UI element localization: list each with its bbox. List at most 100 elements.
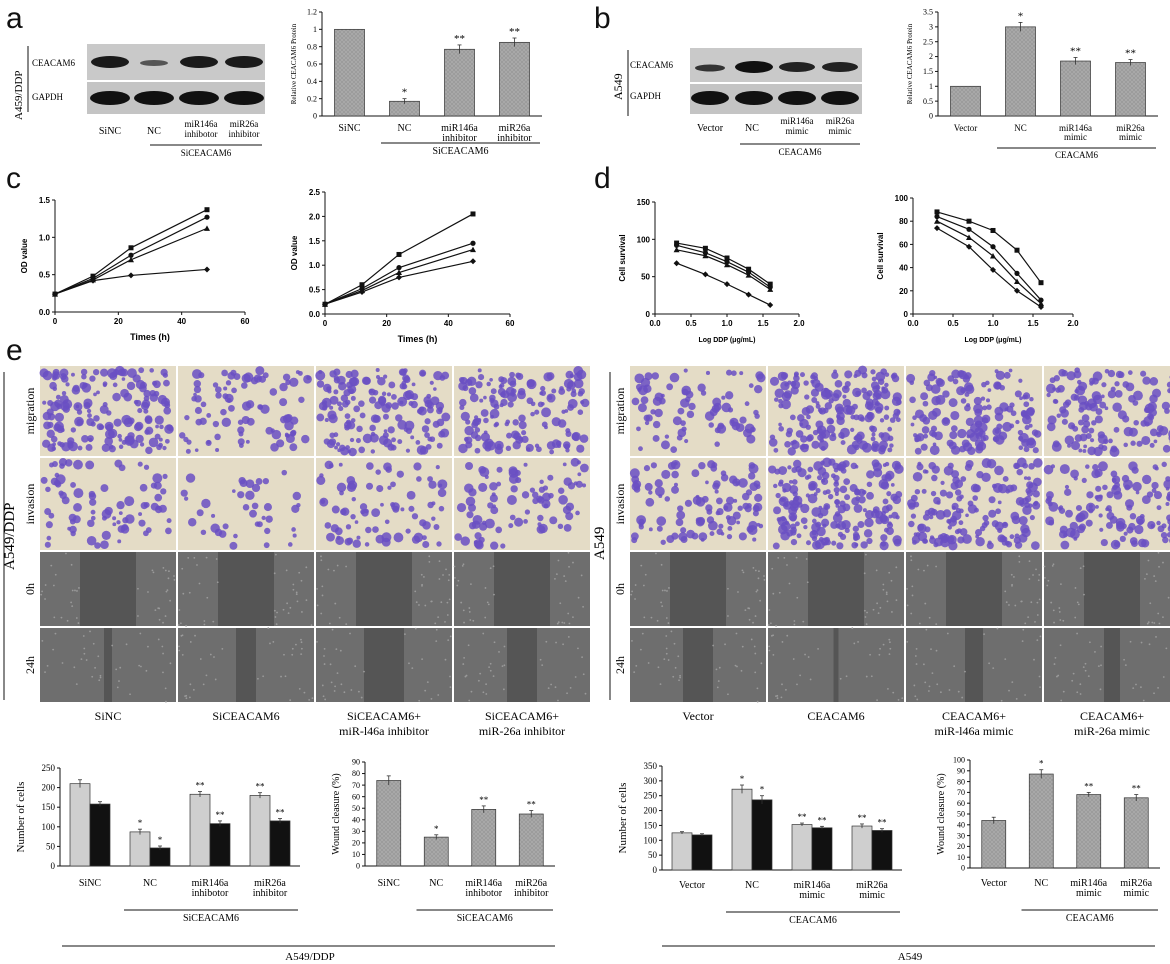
- y-tick-label: 100: [644, 835, 658, 845]
- y-axis-label: Wound cleasure (%): [936, 773, 947, 854]
- y-tick-label: 20: [352, 839, 360, 848]
- data-point: [673, 246, 680, 253]
- y-tick-label: 30: [957, 831, 965, 840]
- row-label: migration: [23, 388, 37, 435]
- y-tick-label: 0.5: [923, 97, 933, 106]
- panel-label-d: d: [594, 162, 611, 195]
- series-line: [324, 249, 474, 305]
- significance-mark: **: [527, 800, 537, 810]
- y-tick-label: 0.5: [39, 271, 51, 280]
- y-tick-label: 1.2: [307, 8, 317, 17]
- data-point: [990, 244, 996, 250]
- series-line: [936, 227, 1042, 308]
- y-tick-label: 1.0: [39, 233, 51, 242]
- data-point: [966, 218, 972, 224]
- x-tick-label: miR146a mimic: [1059, 123, 1092, 142]
- bar: [671, 832, 693, 871]
- significance-mark: *: [138, 818, 143, 828]
- y-tick-label: 20: [899, 287, 908, 296]
- series-line: [324, 242, 474, 305]
- cell-line-label-right: A549: [592, 527, 608, 560]
- significance-mark: **: [509, 26, 520, 38]
- y-tick-label: 90: [957, 766, 965, 775]
- x-tick-label: NC: [429, 878, 443, 889]
- blot-lane-label: miR146a inhibotor: [185, 119, 218, 139]
- x-tick-label: 0: [323, 319, 328, 328]
- y-tick-label: 1.0: [309, 261, 321, 270]
- y-tick-label: 50: [648, 850, 658, 860]
- chart-wound-closure-left: 0 10 20 30 40 50 60 70 80 90 Wound cleasure (%) SiN…: [331, 758, 555, 924]
- data-point: [204, 225, 210, 231]
- data-point: [724, 261, 730, 268]
- data-point: [1038, 300, 1044, 307]
- data-point: [322, 301, 328, 308]
- x-tick-label: miR26a inhibitor: [514, 878, 549, 899]
- bottom-cell-label-left: A549/DDP: [285, 951, 335, 963]
- series-line: [676, 262, 771, 306]
- y-tick-label: 0.6: [307, 60, 317, 69]
- significance-mark: **: [858, 813, 868, 823]
- y-tick-label: 60: [899, 240, 908, 249]
- y-axis-label: OD value: [290, 235, 299, 270]
- row-label: 0h: [613, 583, 627, 595]
- significance-mark: **: [1070, 45, 1081, 57]
- x-tick-label: NC: [1034, 878, 1048, 889]
- series-line: [676, 249, 771, 290]
- y-tick-label: 3.5: [923, 8, 933, 17]
- y-tick-label: 200: [42, 783, 56, 793]
- y-tick-label: 150: [42, 802, 56, 812]
- blot-label-ceacam6-b: CEACAM6: [630, 60, 674, 70]
- micrograph-grid-right: Vector CEACAM6 CEACAM6+ miR-l46a mimic CEACA…: [613, 365, 1170, 738]
- data-point: [767, 281, 773, 287]
- data-point: [396, 269, 402, 276]
- y-tick-label: 0.0: [309, 310, 321, 319]
- data-point: [1014, 270, 1020, 276]
- bar: [1060, 60, 1091, 117]
- x-tick-label: 40: [177, 317, 186, 326]
- y-tick-label: 10: [957, 853, 965, 862]
- y-tick-label: 50: [957, 810, 965, 819]
- bar: [731, 788, 753, 871]
- blot-lane-label: miR26a mimic: [826, 116, 855, 136]
- significance-mark: *: [158, 835, 163, 845]
- data-point: [396, 265, 402, 271]
- column-label: SiCEACAM6+ miR-l46a inhibitor: [339, 709, 429, 738]
- chart-number-of-cells-right: 0 50 100 150 200 250 300 350 Number of cells Vect…: [617, 761, 902, 926]
- y-tick-label: 2.5: [309, 188, 321, 197]
- data-point: [674, 242, 680, 248]
- significance-mark: **: [256, 782, 266, 792]
- significance-mark: *: [760, 785, 765, 795]
- y-tick-label: 50: [641, 273, 650, 282]
- data-point: [128, 272, 134, 279]
- y-tick-label: 0: [929, 112, 933, 121]
- bar: [1115, 62, 1146, 117]
- x-tick-label: 0.5: [685, 319, 697, 328]
- y-tick-label: 0: [356, 862, 360, 871]
- row-label: invasion: [613, 484, 627, 525]
- x-axis-label: Times (h): [398, 334, 438, 344]
- x-tick-label: SiNC: [378, 878, 401, 889]
- column-label: SiNC: [95, 709, 122, 723]
- series-line: [324, 260, 474, 305]
- blot-group-label-a: SiCEACAM6: [181, 148, 232, 158]
- y-axis-label: Relative CEACAM6 Protein: [906, 23, 914, 104]
- significance-mark: **: [1125, 48, 1136, 60]
- group-label: CEACAM6: [1055, 150, 1099, 160]
- panel-label-b: b: [594, 2, 611, 35]
- data-point: [470, 211, 476, 217]
- data-point: [359, 289, 365, 296]
- x-tick-label: 20: [114, 317, 123, 326]
- significance-mark: *: [740, 774, 745, 784]
- y-tick-label: 100: [42, 822, 56, 832]
- x-tick-label: 0: [53, 317, 58, 326]
- data-point: [990, 227, 996, 233]
- data-point: [204, 214, 210, 220]
- data-point: [990, 266, 996, 273]
- group-label: SiCEACAM6: [183, 913, 239, 924]
- blot-lane-label: SiNC: [99, 126, 122, 137]
- chart-cell-survival-right: 0 20 40 60 80 100 0.0 0.5 1.0 1.5 2.0 Log DDP (μg/m…: [876, 194, 1079, 344]
- data-point: [966, 234, 972, 240]
- y-tick-label: 300: [644, 776, 658, 786]
- data-point: [702, 252, 709, 259]
- chart-cell-survival-left: 0 50 100 150 0.0 0.5 1.0 1.5 2.0 Log DDP (μg/mL) C…: [618, 198, 805, 344]
